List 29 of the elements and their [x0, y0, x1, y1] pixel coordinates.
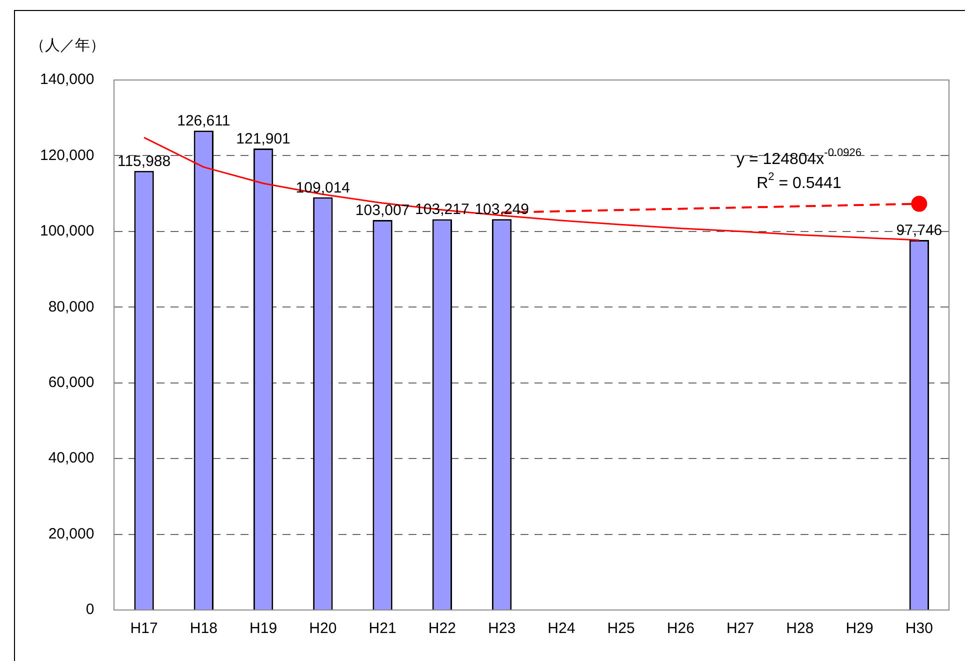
x-tick-label: H30	[905, 620, 933, 638]
y-tick-label: 100,000	[40, 222, 94, 240]
data-label: 109,014	[296, 179, 350, 196]
y-tick-label: 120,000	[40, 146, 94, 164]
x-tick-label: H19	[250, 620, 278, 638]
x-tick-label: H23	[488, 620, 516, 638]
x-tick-label: H26	[666, 620, 694, 638]
y-tick-label: 0	[86, 601, 94, 618]
x-tick-label: H20	[309, 620, 337, 638]
data-label: 97,746	[896, 222, 942, 239]
x-tick-label: H21	[368, 620, 396, 638]
x-tick-label: H29	[846, 620, 874, 638]
y-tick-label: 140,000	[40, 71, 94, 88]
y-tick-label: 60,000	[48, 374, 94, 391]
x-tick-label: H22	[428, 620, 456, 638]
y-axis-title: （人／年）	[30, 36, 105, 55]
data-label: 103,007	[355, 202, 410, 220]
x-tick-label: H18	[190, 620, 218, 638]
y-tick-label: 80,000	[48, 298, 94, 316]
x-tick-label: H27	[726, 620, 754, 638]
data-label: 121,901	[236, 130, 290, 148]
x-tick-label: H28	[786, 620, 814, 638]
x-tick-label: H17	[130, 620, 158, 638]
data-label: 115,988	[117, 152, 171, 170]
y-tick-label: 40,000	[48, 450, 94, 467]
x-tick-label: H25	[607, 620, 635, 638]
x-tick-label: H24	[548, 620, 576, 638]
y-tick-label: 20,000	[48, 525, 94, 542]
data-label: 126,611	[177, 112, 230, 130]
